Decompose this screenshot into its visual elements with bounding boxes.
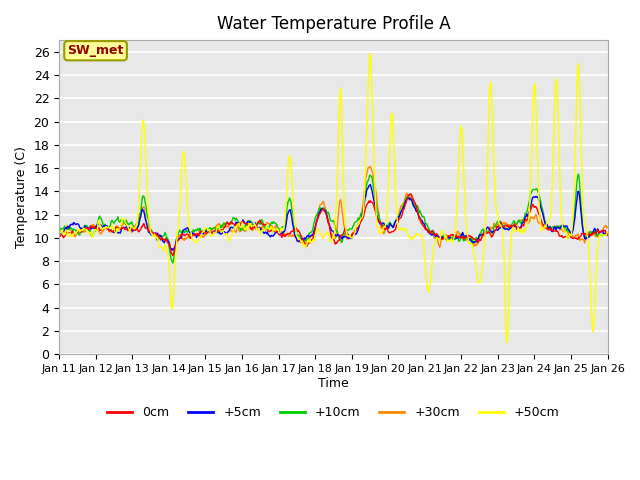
+50cm xyxy=(503,339,511,345)
+10cm xyxy=(122,222,129,228)
+30cm xyxy=(401,194,409,200)
+5cm xyxy=(207,229,215,235)
+10cm xyxy=(207,226,215,232)
+30cm xyxy=(55,228,63,234)
+10cm xyxy=(55,225,63,230)
0cm xyxy=(169,252,177,258)
0cm xyxy=(55,233,63,239)
+10cm xyxy=(401,200,408,206)
+5cm xyxy=(367,182,374,188)
+30cm xyxy=(169,252,177,258)
Line: +50cm: +50cm xyxy=(59,53,607,342)
+50cm xyxy=(177,176,185,181)
Line: +5cm: +5cm xyxy=(59,185,607,250)
+5cm xyxy=(418,217,426,223)
+5cm xyxy=(55,231,63,237)
0cm xyxy=(604,231,611,237)
+30cm xyxy=(207,228,215,234)
0cm xyxy=(207,229,215,235)
X-axis label: Time: Time xyxy=(318,377,349,390)
+10cm xyxy=(417,211,424,216)
Y-axis label: Temperature (C): Temperature (C) xyxy=(15,146,28,248)
+5cm xyxy=(604,231,611,237)
Line: 0cm: 0cm xyxy=(59,194,607,255)
+50cm xyxy=(206,228,214,234)
+50cm xyxy=(417,232,424,238)
+50cm xyxy=(65,233,73,239)
0cm xyxy=(401,204,408,209)
+5cm xyxy=(65,225,73,231)
+30cm xyxy=(122,221,129,227)
+5cm xyxy=(401,199,409,204)
+30cm xyxy=(65,226,73,231)
+50cm xyxy=(55,228,63,234)
+30cm xyxy=(367,164,374,169)
+30cm xyxy=(604,224,611,230)
0cm xyxy=(406,191,414,197)
0cm xyxy=(178,232,186,238)
+50cm xyxy=(367,50,374,56)
+50cm xyxy=(122,220,129,226)
+5cm xyxy=(169,247,177,253)
+50cm xyxy=(604,229,611,235)
+30cm xyxy=(178,234,186,240)
+10cm xyxy=(65,227,73,233)
Legend: 0cm, +5cm, +10cm, +30cm, +50cm: 0cm, +5cm, +10cm, +30cm, +50cm xyxy=(102,401,564,424)
+10cm xyxy=(575,171,582,177)
+10cm xyxy=(604,231,611,237)
+5cm xyxy=(122,225,129,230)
+30cm xyxy=(418,221,426,227)
Title: Water Temperature Profile A: Water Temperature Profile A xyxy=(216,15,450,33)
Line: +10cm: +10cm xyxy=(59,174,607,263)
+10cm xyxy=(178,230,186,236)
Line: +30cm: +30cm xyxy=(59,167,607,255)
+10cm xyxy=(169,260,177,266)
+5cm xyxy=(178,231,186,237)
0cm xyxy=(65,230,73,236)
0cm xyxy=(122,227,129,232)
+50cm xyxy=(401,227,408,233)
Text: SW_met: SW_met xyxy=(67,44,124,57)
0cm xyxy=(418,220,426,226)
